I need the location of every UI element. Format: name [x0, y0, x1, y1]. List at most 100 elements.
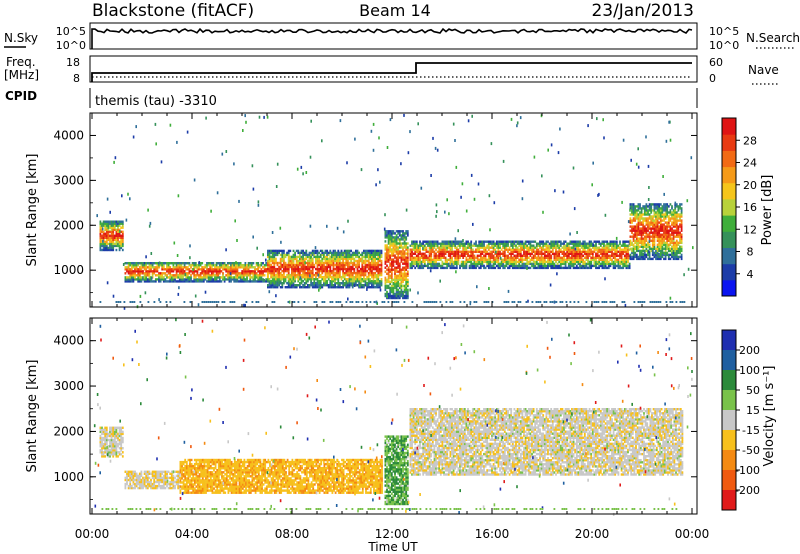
data-cell — [271, 265, 274, 269]
noise-cell — [257, 203, 260, 207]
data-cell — [299, 255, 301, 259]
data-cell — [527, 240, 530, 243]
data-cell — [394, 254, 396, 257]
data-cell — [669, 225, 672, 228]
data-cell — [596, 248, 599, 251]
data-cell — [363, 286, 365, 289]
data-cell — [571, 258, 573, 261]
data-cell — [651, 251, 654, 255]
data-cell — [117, 236, 119, 239]
data-cell — [397, 262, 400, 265]
data-cell — [379, 259, 381, 263]
data-cell — [311, 249, 314, 253]
data-cell — [580, 242, 583, 245]
data-cell — [345, 251, 348, 255]
data-cell — [634, 211, 637, 214]
data-cell — [318, 269, 320, 273]
data-cell — [319, 255, 322, 259]
data-cell — [289, 286, 292, 289]
data-cell — [634, 229, 637, 232]
data-cell — [241, 272, 244, 275]
data-cell — [601, 256, 604, 259]
data-cell — [476, 258, 479, 261]
data-cell — [422, 264, 425, 268]
data-cell — [666, 213, 669, 216]
data-cell — [603, 260, 605, 264]
data-cell — [366, 251, 368, 255]
data-cell — [207, 276, 210, 279]
data-cell — [299, 263, 301, 267]
data-cell — [499, 242, 501, 245]
data-cell — [462, 264, 465, 268]
data-cell — [422, 254, 425, 257]
data-cell — [446, 264, 449, 268]
data-cell — [632, 237, 635, 240]
data-cell — [242, 268, 245, 271]
data-cell — [315, 284, 317, 287]
data-cell — [545, 248, 548, 251]
data-cell — [389, 258, 392, 261]
data-cell — [550, 256, 553, 259]
data-cell — [632, 255, 635, 259]
data-cell — [412, 244, 415, 247]
data-cell — [215, 268, 218, 271]
data-cell — [311, 271, 314, 275]
data-cell — [386, 230, 388, 233]
data-cell — [361, 251, 364, 255]
data-cell — [329, 261, 332, 265]
data-cell — [590, 242, 593, 245]
noise-cell — [587, 124, 589, 128]
data-cell — [118, 228, 121, 231]
noise-cell — [547, 148, 549, 152]
data-cell — [642, 243, 645, 246]
data-cell — [300, 275, 303, 279]
data-cell — [138, 270, 141, 273]
data-cell — [588, 252, 591, 255]
data-cell — [387, 248, 390, 251]
data-cell — [390, 242, 393, 245]
data-cell — [436, 262, 439, 266]
data-cell — [158, 264, 160, 267]
data-cell — [380, 261, 383, 265]
data-cell — [400, 258, 403, 261]
data-cell — [239, 278, 242, 281]
data-cell — [671, 237, 673, 240]
data-cell — [369, 253, 372, 257]
data-cell — [367, 265, 370, 269]
data-cell — [425, 246, 428, 249]
data-cell — [386, 264, 388, 267]
data-cell — [104, 226, 107, 229]
data-cell — [476, 260, 479, 264]
data-cell — [367, 271, 370, 275]
data-cell — [551, 246, 554, 249]
data-cell — [653, 253, 656, 257]
data-cell — [183, 266, 186, 269]
data-cell — [220, 276, 223, 279]
data-cell — [664, 233, 667, 236]
data-cell — [313, 263, 316, 267]
data-cell — [606, 266, 609, 270]
data-cell — [603, 256, 605, 259]
data-cell — [611, 258, 613, 261]
data-cell — [234, 274, 237, 277]
noise-cell — [150, 252, 153, 255]
data-cell — [324, 255, 327, 259]
data-cell — [154, 280, 157, 283]
data-cell — [326, 253, 328, 257]
data-cell — [115, 224, 118, 227]
data-cell — [308, 265, 311, 269]
data-cell — [390, 278, 393, 281]
data-cell — [389, 286, 392, 290]
data-cell — [275, 257, 277, 261]
data-cell — [503, 258, 506, 261]
data-cell — [647, 221, 649, 224]
data-cell — [384, 288, 387, 292]
data-cell — [172, 266, 175, 269]
data-cell — [459, 246, 461, 249]
data-cell — [441, 244, 444, 247]
data-cell — [476, 244, 479, 247]
data-cell — [406, 282, 409, 286]
data-cell — [556, 262, 559, 266]
data-cell — [465, 260, 468, 264]
data-cell — [316, 271, 319, 275]
